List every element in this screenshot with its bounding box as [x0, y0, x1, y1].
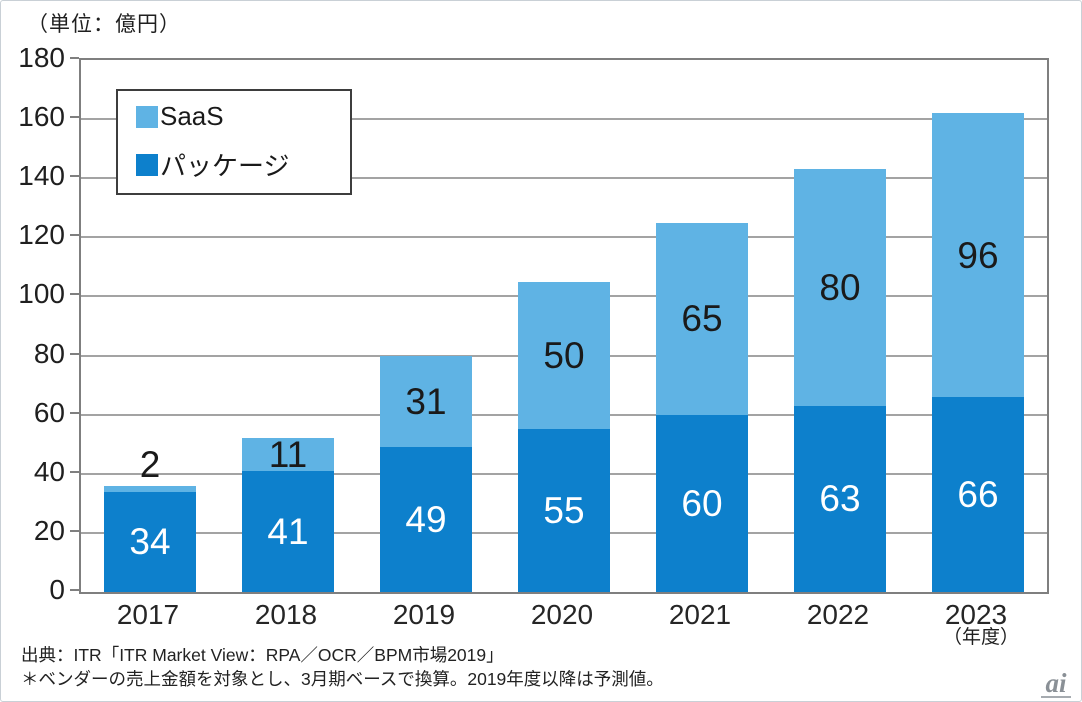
value-label-パッケージ-2020: 55: [543, 490, 585, 532]
plot-area: 34 2 41 11 49 31 55 50 60 65 63 80 66 96: [79, 58, 1049, 594]
x-tick-label-2017: 2017: [116, 599, 180, 630]
y-tick-label-120: 120: [18, 219, 65, 251]
y-tick-mark-60: [70, 411, 79, 414]
value-label-パッケージ-2018: 41: [267, 510, 309, 552]
x-tick-label-2021: 2021: [668, 599, 732, 630]
x-tick-label-2022: 2022: [806, 599, 870, 630]
gridline-120: [81, 236, 1047, 239]
value-label-パッケージ-2019: 49: [405, 499, 447, 541]
bar-segment-パッケージ-2018: 41: [242, 470, 334, 592]
y-axis-unit-label: （単位：億円）: [27, 13, 181, 36]
x-tick-label-2019: 2019: [392, 599, 456, 630]
bar-segment-パッケージ-2019: 49: [380, 447, 472, 592]
y-tick-mark-120: [70, 234, 79, 237]
source-line-1: 出典：ITR「ITR Market View：RPA／OCR／BPM市場2019…: [21, 645, 504, 665]
bar-segment-パッケージ-2020: 55: [518, 429, 610, 592]
legend-item-package: パッケージ: [136, 146, 350, 183]
legend-item-saas: SaaS: [136, 101, 350, 132]
x-tick-label-2018: 2018: [254, 599, 318, 630]
bar-segment-パッケージ-2017: 34: [104, 491, 196, 592]
legend-label-package: パッケージ: [160, 151, 290, 181]
bar-segment-パッケージ-2023: 66: [932, 396, 1024, 592]
source-line-2: ＊ベンダーの売上金額を対象とし、3月期ベースで換算。2019年度以降は予測値。: [21, 669, 664, 689]
source-note: 出典：ITR「ITR Market View：RPA／OCR／BPM市場2019…: [21, 643, 664, 691]
y-tick-mark-80: [70, 352, 79, 355]
legend-swatch-package: [136, 153, 158, 176]
bar-segment-SaaS-2017: [104, 485, 196, 492]
publisher-logo: ai: [1041, 668, 1071, 698]
value-label-SaaS-2018: 11: [268, 434, 308, 476]
y-tick-mark-140: [70, 175, 79, 178]
gridline-140: [81, 177, 1047, 180]
bar-segment-SaaS-2021: 65: [656, 222, 748, 415]
legend: SaaS パッケージ: [116, 89, 352, 195]
y-tick-mark-180: [70, 57, 79, 59]
value-label-SaaS-2021: 65: [681, 298, 723, 340]
bar-segment-SaaS-2023: 96: [932, 113, 1024, 397]
y-tick-mark-0: [70, 589, 79, 591]
value-label-パッケージ-2023: 66: [957, 473, 999, 515]
ai-logo-subline: [1041, 696, 1071, 698]
y-tick-label-100: 100: [18, 278, 65, 310]
y-tick-mark-100: [70, 293, 79, 296]
value-label-SaaS-2022: 80: [819, 267, 861, 309]
value-label-パッケージ-2017: 34: [129, 521, 171, 563]
bar-segment-SaaS-2020: 50: [518, 281, 610, 430]
ai-logo-text: ai: [1045, 668, 1067, 698]
y-tick-label-0: 0: [49, 574, 65, 605]
value-label-SaaS-2017: 2: [139, 443, 161, 485]
value-label-SaaS-2020: 50: [543, 335, 585, 377]
y-tick-mark-160: [70, 116, 79, 119]
y-tick-label-160: 160: [18, 101, 65, 133]
y-tick-label-180: 180: [18, 42, 65, 73]
y-tick-mark-40: [70, 470, 79, 473]
y-tick-label-140: 140: [18, 160, 65, 192]
gridline-160: [81, 118, 1047, 121]
y-tick-mark-20: [70, 529, 79, 532]
value-label-パッケージ-2021: 60: [681, 482, 723, 524]
bar-segment-パッケージ-2022: 63: [794, 405, 886, 592]
x-tick-label-2020: 2020: [530, 599, 594, 630]
bar-segment-SaaS-2022: 80: [794, 169, 886, 406]
bar-segment-SaaS-2018: 11: [242, 434, 334, 476]
value-label-SaaS-2019: 31: [405, 380, 447, 422]
bar-segment-パッケージ-2021: 60: [656, 414, 748, 592]
y-tick-label-60: 60: [33, 396, 65, 428]
legend-label-saas: SaaS: [160, 101, 224, 131]
legend-swatch-saas: [136, 105, 158, 128]
y-tick-label-40: 40: [33, 455, 65, 487]
x-tick-label-2023: 2023: [944, 599, 1008, 630]
x-axis-unit-label: （年度）: [942, 627, 1019, 648]
y-tick-label-20: 20: [33, 514, 65, 546]
value-label-SaaS-2023: 96: [957, 234, 999, 276]
bar-segment-SaaS-2019: 31: [380, 355, 472, 448]
value-label-パッケージ-2022: 63: [819, 478, 861, 520]
y-tick-label-80: 80: [33, 337, 65, 369]
